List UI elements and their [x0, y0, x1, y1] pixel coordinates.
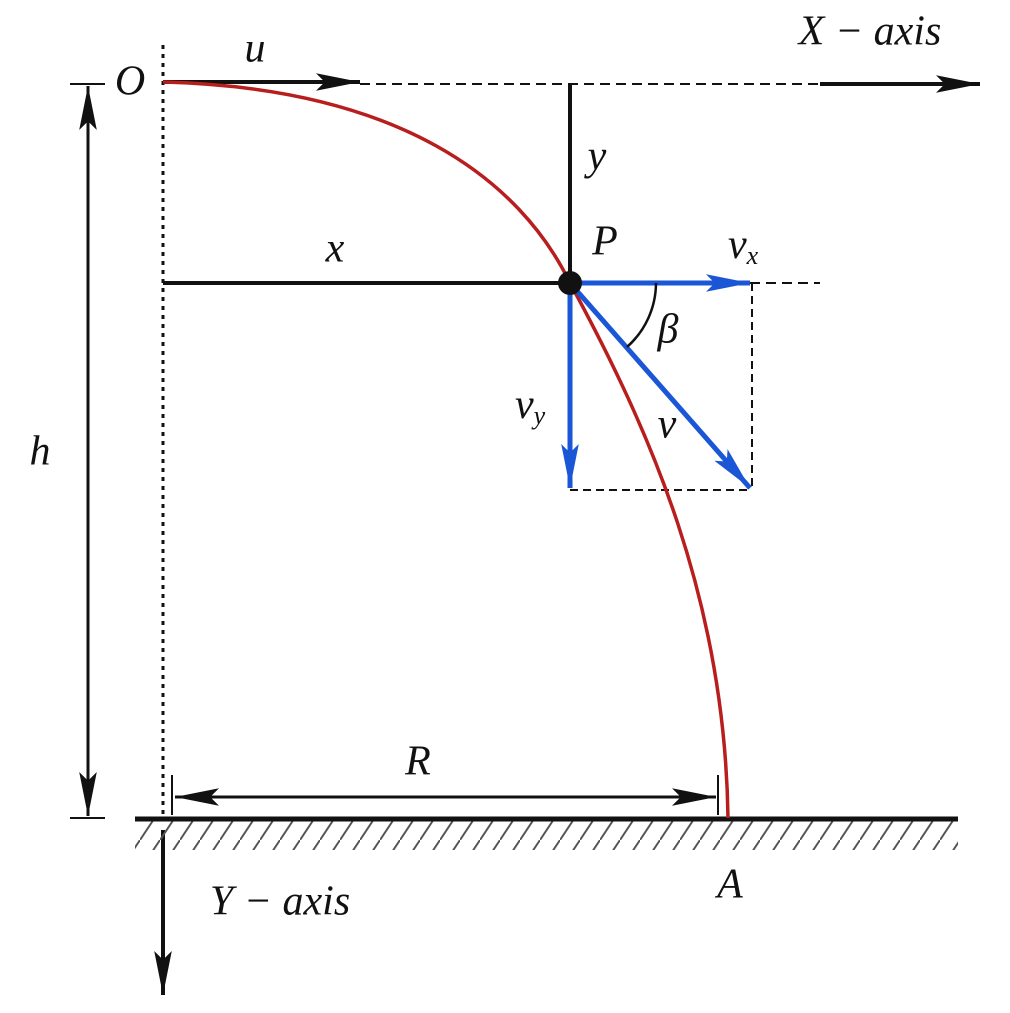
- origin-label: O: [115, 59, 145, 105]
- h-label: h: [30, 429, 51, 475]
- velocity-vectors: [561, 274, 752, 490]
- v-arrow: [568, 281, 752, 490]
- axes: [70, 45, 980, 995]
- ground-hatch: [135, 820, 958, 850]
- vx-sub: x: [746, 241, 759, 270]
- u-label: u: [245, 26, 266, 72]
- beta-label: β: [657, 307, 679, 353]
- v-label: v: [658, 402, 677, 448]
- vx-main: v: [728, 222, 747, 268]
- a-label: A: [714, 862, 743, 908]
- trajectory: [162, 80, 730, 819]
- p-label: P: [591, 219, 618, 265]
- vx-label: vx: [728, 222, 759, 270]
- x-label: x: [325, 226, 345, 272]
- x-axis-label: X − axis: [797, 9, 942, 55]
- angle-arc: [626, 282, 658, 348]
- vy-main: v: [515, 382, 534, 428]
- vy-label: vy: [515, 382, 546, 430]
- y-label: y: [584, 134, 607, 180]
- y-axis-label: Y − axis: [210, 879, 350, 925]
- r-label: R: [404, 739, 431, 785]
- point-p: [558, 271, 582, 295]
- vy-sub: y: [531, 401, 546, 430]
